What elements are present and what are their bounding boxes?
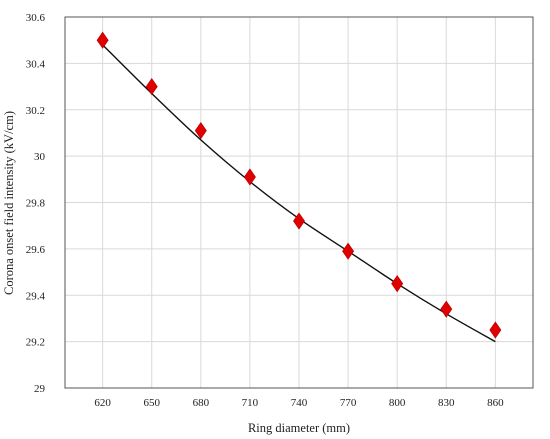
- plot-frame: [64, 16, 534, 389]
- x-tick-label: 800: [389, 397, 406, 409]
- x-tick-label: 650: [143, 397, 160, 409]
- data-point: [145, 77, 158, 96]
- data-markers: [96, 31, 502, 339]
- x-tick-label: 680: [193, 397, 210, 409]
- y-axis-ticks: 29 29.2 29.4 29.6 29.8 30 30.2 30.4 30.6: [26, 12, 46, 395]
- y-tick-label: 29.2: [26, 337, 45, 349]
- x-tick-label: 830: [438, 397, 455, 409]
- y-tick-label: 30: [34, 151, 46, 163]
- x-tick-label: 620: [94, 397, 111, 409]
- y-tick-label: 29: [34, 383, 46, 395]
- data-point: [440, 300, 453, 318]
- x-tick-label: 860: [487, 397, 504, 409]
- data-point: [342, 242, 355, 260]
- data-point: [391, 275, 404, 293]
- grid-lines: [65, 16, 533, 389]
- x-axis-title: Ring diameter (mm): [248, 421, 350, 435]
- data-point: [489, 321, 502, 339]
- y-tick-label: 30.4: [26, 58, 46, 70]
- data-point: [293, 212, 305, 230]
- y-tick-label: 30.2: [26, 105, 45, 117]
- y-axis-title: Corona onset field intensity (kV/cm): [2, 111, 16, 295]
- x-tick-label: 710: [242, 397, 259, 409]
- x-axis-ticks: 620 650 680 710 740 770 800 830 860: [94, 397, 504, 409]
- fit-curve: [102, 44, 496, 343]
- data-point: [243, 168, 256, 186]
- y-tick-label: 30.6: [26, 12, 46, 24]
- y-tick-label: 29.4: [26, 290, 46, 302]
- x-tick-label: 770: [340, 397, 357, 409]
- y-tick-label: 29.6: [26, 244, 46, 256]
- y-tick-label: 29.8: [26, 198, 46, 210]
- data-point: [194, 122, 207, 140]
- x-tick-label: 740: [291, 397, 308, 409]
- data-point: [96, 31, 109, 49]
